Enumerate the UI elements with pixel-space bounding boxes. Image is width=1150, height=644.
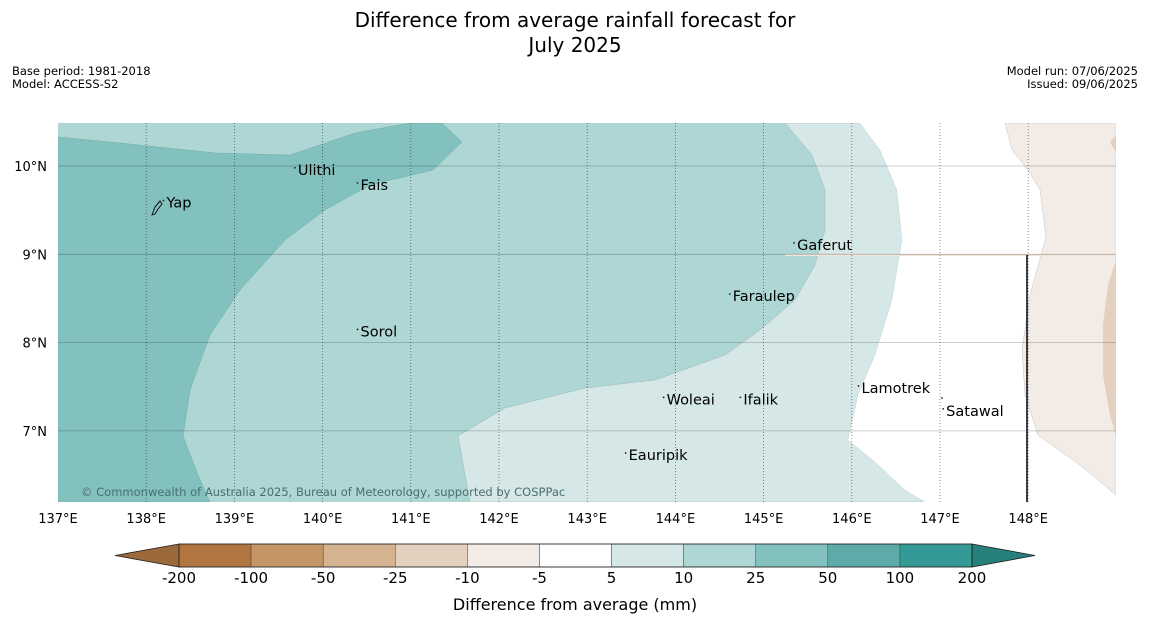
- place-labels: Ulithi Fais Yap Gaferut Faraulep Sorol Lamotre…: [162, 163, 1004, 464]
- island-marker: [728, 293, 731, 295]
- longitude-label: 143°E: [567, 512, 607, 527]
- place-label-faraulep: Faraulep: [733, 289, 795, 305]
- issued-text: Issued: 09/06/2025: [1027, 77, 1138, 91]
- longitude-label: 148°E: [1008, 512, 1048, 527]
- fill-minus25-minus10-b: [1110, 135, 1116, 152]
- longitude-label: 142°E: [479, 512, 519, 527]
- longitude-label: 138°E: [126, 512, 166, 527]
- colorbar-tick-label: -50: [311, 569, 336, 587]
- longitude-labels: 137°E 138°E 139°E 140°E 141°E 142°E 143°E 144°E…: [38, 512, 1048, 527]
- colorbar-tick-label: 10: [674, 569, 693, 587]
- latitude-label: 9°N: [23, 248, 48, 263]
- map-title: Difference from average rainfall forecas…: [0, 8, 1150, 58]
- fill-minus25-minus10: [1103, 260, 1116, 437]
- colorbar-label: Difference from average (mm): [453, 595, 697, 614]
- island-marker: [294, 166, 296, 169]
- colorbar-bin: [539, 543, 612, 568]
- colorbar-bin: [611, 543, 684, 568]
- longitude-label: 145°E: [744, 512, 784, 527]
- fill-neutral: [848, 123, 1116, 502]
- colorbar-bin: [683, 543, 756, 568]
- island-marker: [662, 396, 665, 399]
- colorbar-tick-label: 200: [958, 569, 987, 587]
- longitude-label: 147°E: [920, 512, 960, 527]
- graticule: [58, 123, 1116, 502]
- place-label-lamotrek: Lamotrek: [862, 381, 931, 397]
- place-label-fais: Fais: [361, 178, 388, 194]
- latitude-labels: 10°N 9°N 8°N 7°N: [14, 160, 47, 440]
- longitude-label: 141°E: [391, 512, 431, 527]
- island-marker: [942, 407, 945, 410]
- place-label-ulithi: Ulithi: [298, 163, 336, 179]
- copyright-text: © Commonwealth of Australia 2025, Bureau…: [81, 485, 565, 499]
- colorbar-tick-label: 25: [746, 569, 765, 587]
- island-marker: [162, 199, 165, 202]
- meta-left: Base period: 1981-2018 Model: ACCESS-S2: [12, 65, 151, 91]
- colorbar-extend-high: [971, 543, 1036, 568]
- latitude-label: 10°N: [14, 160, 47, 175]
- colorbar-bin: [827, 543, 901, 568]
- map-title-line1: Difference from average rainfall forecas…: [354, 8, 796, 32]
- longitude-label: 139°E: [215, 512, 255, 527]
- meta-right: Model run: 07/06/2025 Issued: 09/06/2025: [1007, 65, 1138, 91]
- colorbar-tick-label: -25: [383, 569, 408, 587]
- colorbar-tick-label: 100: [886, 569, 915, 587]
- fill-minus10-minus5: [1004, 123, 1116, 496]
- longitude-label: 144°E: [656, 512, 696, 527]
- colorbar-tick-label: -5: [532, 569, 547, 587]
- place-label-eauripik: Eauripik: [629, 448, 688, 464]
- model-run-text: Model run: 07/06/2025: [1006, 64, 1138, 78]
- island-marker: [624, 452, 627, 454]
- colorbar-extend-low: [114, 543, 180, 568]
- model-text: Model: ACCESS-S2: [12, 77, 119, 91]
- longitude-label: 137°E: [38, 512, 78, 527]
- island-marker: [356, 328, 359, 331]
- place-label-woleai: Woleai: [667, 392, 715, 408]
- base-period-text: Base period: 1981-2018: [12, 64, 151, 78]
- longitude-label: 140°E: [303, 512, 343, 527]
- latitude-label: 7°N: [23, 425, 48, 440]
- island-marker: [857, 385, 860, 387]
- place-label-ifalik: Ifalik: [743, 392, 778, 408]
- place-label-sorol: Sorol: [361, 324, 398, 340]
- colorbar: -200 -100 -50 -25 -10 -5 5 10 25 50 100 200: [114, 543, 1036, 587]
- colorbar-tick-label: -200: [162, 569, 196, 587]
- yap-island-outline: [151, 200, 163, 216]
- island-marker: [356, 181, 359, 184]
- latitude-label: 8°N: [23, 337, 48, 352]
- colorbar-tick-label: 50: [818, 569, 837, 587]
- island-marker: [739, 396, 742, 399]
- map-title-line2: July 2025: [528, 33, 622, 57]
- colorbar-tick-label: -10: [455, 569, 480, 587]
- place-label-yap: Yap: [165, 196, 191, 212]
- island-dot: [941, 397, 943, 399]
- colorbar-bin: [899, 543, 973, 568]
- colorbar-bin: [395, 543, 468, 568]
- colorbar-tick-label: -100: [234, 569, 268, 587]
- fill-25-50: [58, 123, 463, 502]
- colorbar-bin: [178, 543, 252, 568]
- colorbar-tick-label: 5: [607, 569, 617, 587]
- island-marker: [793, 241, 796, 244]
- colorbar-bin: [467, 543, 540, 568]
- colorbar-bin: [322, 543, 396, 568]
- place-label-gaferut: Gaferut: [797, 238, 852, 254]
- longitude-label: 146°E: [832, 512, 872, 527]
- place-label-satawal: Satawal: [946, 404, 1003, 420]
- colorbar-bin: [250, 543, 324, 568]
- colorbar-bin: [755, 543, 829, 568]
